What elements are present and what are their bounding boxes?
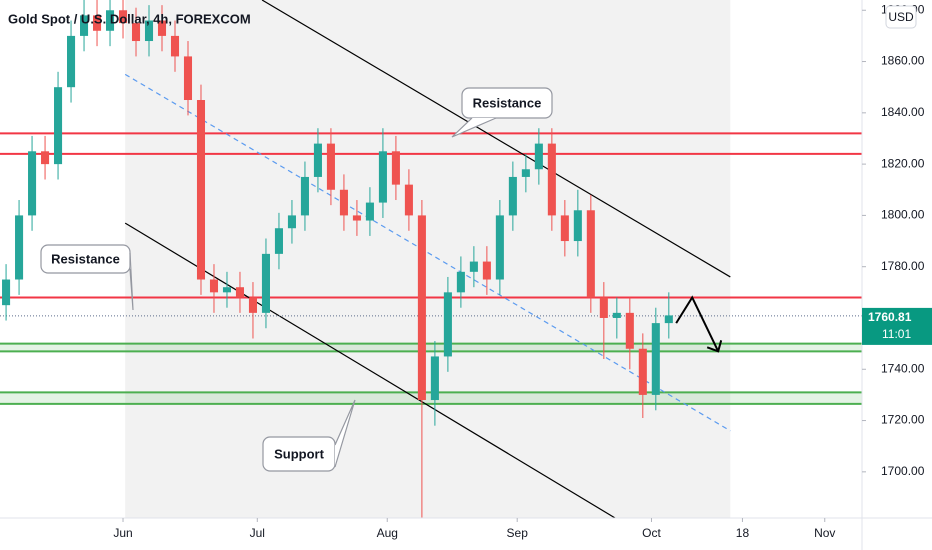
candle-body	[222, 287, 232, 293]
candle-body	[339, 189, 348, 216]
callout-pointer	[334, 399, 356, 468]
candle-body	[248, 297, 257, 313]
x-tick-label: Nov	[814, 526, 835, 540]
x-tick-label: Jun	[113, 526, 132, 540]
candle-body	[417, 215, 426, 401]
candle-body	[547, 143, 556, 216]
candle-body	[274, 228, 283, 254]
candle-body	[534, 143, 543, 170]
candle-body	[157, 20, 167, 36]
callout-label: Support	[274, 446, 324, 461]
x-tick-label: Aug	[377, 526, 398, 540]
candle-body	[235, 287, 245, 298]
currency-label: USD	[888, 10, 914, 24]
candle-body	[638, 348, 647, 395]
y-tick-label: 1800.00	[881, 208, 925, 222]
candle-body	[625, 312, 634, 349]
candle-body	[495, 215, 504, 280]
candle-body	[118, 10, 128, 24]
candle-body	[443, 292, 452, 357]
trendline	[261, 0, 731, 278]
candle-body	[261, 253, 270, 313]
plot-area	[0, 0, 862, 518]
candle-body	[651, 323, 660, 395]
y-tick-label: 1740.00	[881, 361, 925, 375]
x-tick-label: 18	[736, 526, 750, 540]
chart-title: Gold Spot / U.S. Dollar, 4h, FOREXCOM	[8, 11, 251, 26]
candle-body	[664, 315, 673, 324]
callout-label: Resistance	[473, 95, 542, 110]
candle-body	[28, 151, 37, 216]
trendline	[124, 73, 731, 432]
candle-body	[144, 20, 154, 42]
candle-body	[573, 210, 582, 242]
x-tick-label: Sep	[507, 526, 529, 540]
y-tick-label: 1820.00	[881, 156, 925, 170]
x-tick-label: Jul	[250, 526, 265, 540]
candle-body	[508, 176, 517, 216]
candle-body	[586, 210, 595, 298]
y-tick-label: 1720.00	[881, 413, 925, 427]
projection-arrowhead	[706, 340, 723, 353]
candle-body	[599, 297, 608, 318]
candle-body	[131, 23, 141, 42]
currency-box	[885, 5, 917, 29]
y-tick-label: 1840.00	[881, 105, 925, 119]
overlay: Gold Spot / U.S. Dollar, 4h, FOREXCOM Re…	[8, 11, 553, 472]
candle-body	[93, 15, 102, 31]
callout-pointer	[129, 252, 134, 311]
candle-body	[209, 279, 219, 293]
candle-body	[365, 202, 374, 221]
candle-body	[54, 87, 63, 165]
callout-box	[461, 87, 553, 119]
candle-body	[183, 56, 193, 101]
y-tick-label: 1700.00	[881, 464, 925, 478]
candle-body	[15, 215, 24, 280]
countdown-label: 11:01	[882, 327, 911, 341]
candle-body	[378, 151, 387, 203]
candle-body	[2, 279, 11, 306]
candle-body	[170, 35, 180, 57]
candle-body	[521, 169, 530, 177]
last-price-label: 1760.81	[868, 310, 912, 324]
candle-body	[300, 176, 309, 216]
last-price-tag	[862, 307, 932, 345]
candle-body	[456, 271, 465, 293]
callout-pointer	[451, 117, 497, 138]
candle-body	[560, 215, 569, 242]
candle-body	[469, 261, 478, 272]
candle-body	[80, 15, 89, 36]
x-tick-label: Oct	[642, 526, 661, 540]
candle-body	[41, 151, 50, 165]
callout-label: Resistance	[51, 251, 120, 266]
candle-body	[196, 100, 206, 280]
candle-body	[391, 151, 400, 185]
candle-body	[313, 143, 322, 177]
candle-body	[612, 312, 621, 318]
projection-path	[675, 295, 720, 352]
candle-body	[352, 215, 361, 221]
y-tick-label: 1780.00	[881, 259, 925, 273]
candle-body	[105, 10, 115, 31]
candle-body	[482, 261, 491, 280]
candle-body	[287, 215, 296, 229]
support-zone	[0, 343, 862, 352]
candle-body	[67, 35, 76, 88]
candle-body	[404, 184, 413, 216]
channel-area	[125, 0, 731, 518]
candle-body	[430, 356, 439, 401]
trendline	[124, 222, 616, 518]
candle-body	[326, 143, 335, 190]
y-tick-label: 1860.00	[881, 54, 925, 68]
